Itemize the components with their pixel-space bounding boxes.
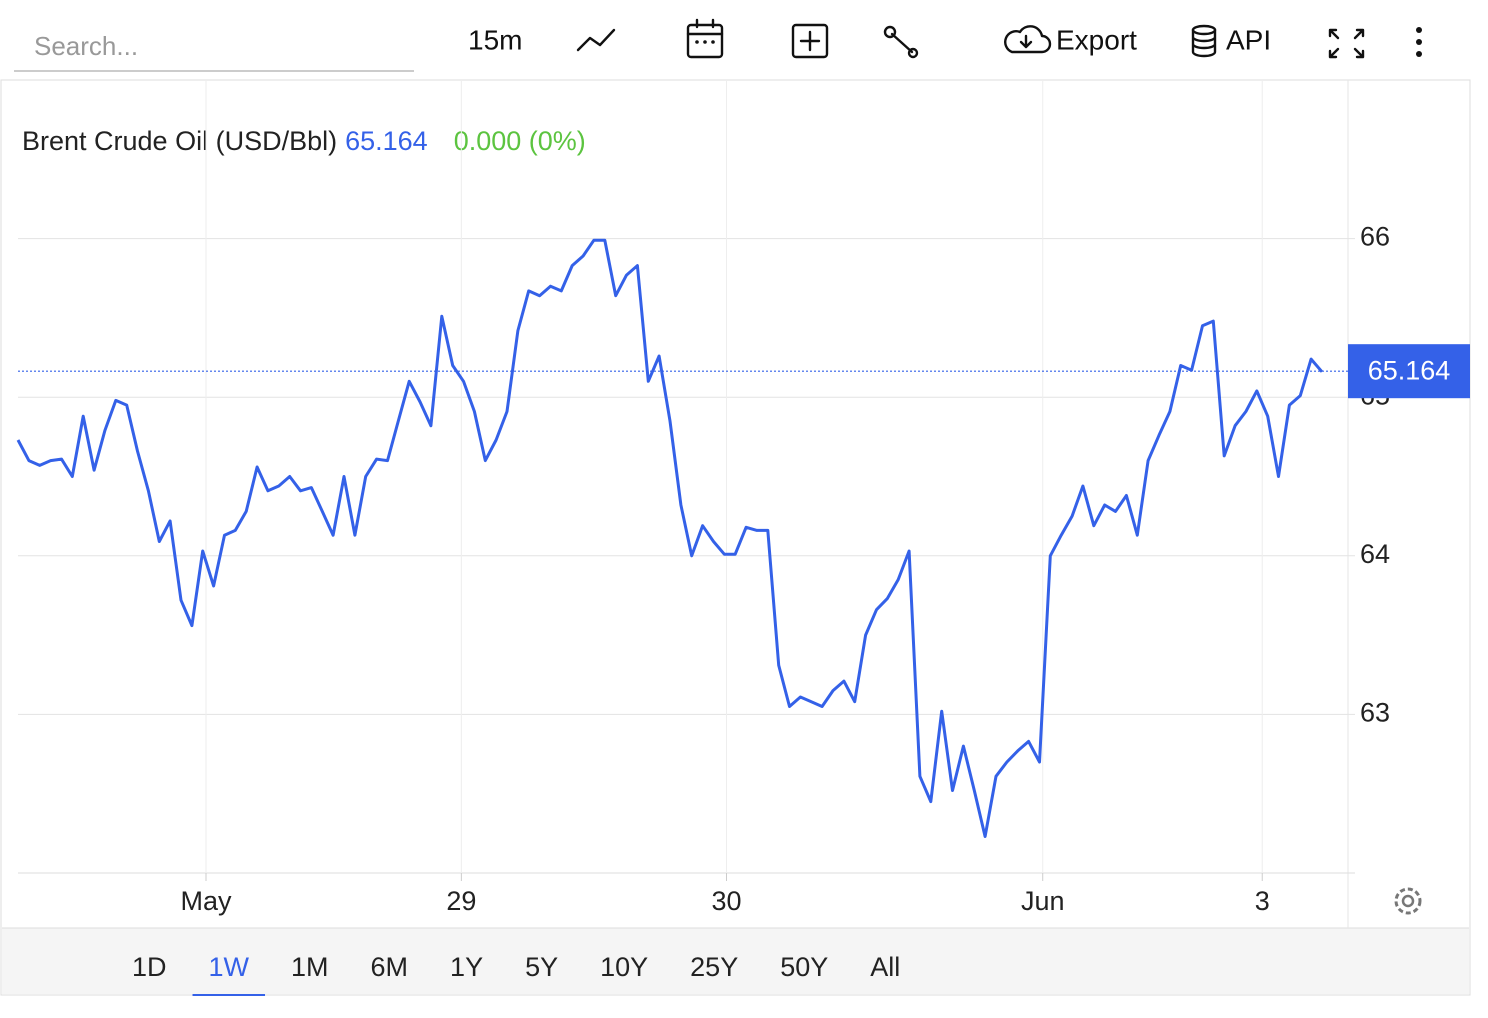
range-button[interactable]: 5Y: [525, 952, 558, 982]
y-tick-label: 63: [1360, 698, 1390, 728]
more-menu-icon[interactable]: [1416, 27, 1422, 57]
add-icon[interactable]: [791, 23, 829, 59]
x-tick-label: Jun: [1021, 886, 1065, 916]
x-tick-label: 3: [1255, 886, 1270, 916]
y-tick-label: 66: [1360, 222, 1390, 252]
last-price-tag: [1348, 344, 1470, 399]
range-button[interactable]: 1Y: [450, 952, 483, 982]
range-button[interactable]: All: [870, 952, 900, 982]
search-input[interactable]: Search...: [34, 31, 138, 61]
range-button[interactable]: 1D: [132, 952, 167, 982]
range-bar: [2, 928, 1469, 994]
x-tick-label: 30: [711, 886, 741, 916]
chart-title: Brent Crude Oil (USD/Bbl): [22, 126, 337, 156]
price-change: 0.000 (0%): [454, 126, 586, 156]
legend: Brent Crude Oil (USD/Bbl) 65.164 0.000 (0%…: [22, 126, 586, 156]
price-line: [16, 238, 1324, 838]
range-button[interactable]: 25Y: [690, 952, 738, 982]
fullscreen-icon[interactable]: [1328, 28, 1365, 59]
chart-type-icon[interactable]: [576, 28, 616, 52]
last-price-tag-label: 65.164: [1368, 355, 1451, 385]
last-price: 65.164: [345, 126, 428, 156]
range-button[interactable]: 10Y: [600, 952, 648, 982]
x-tick-label: 29: [446, 886, 476, 916]
range-button[interactable]: 6M: [371, 952, 409, 982]
gear-icon[interactable]: [1394, 887, 1422, 915]
range-button[interactable]: 1M: [291, 952, 329, 982]
calendar-icon[interactable]: [686, 18, 724, 59]
api-icon[interactable]: [1191, 24, 1217, 58]
api-button[interactable]: API: [1226, 24, 1271, 55]
settings-wrench-icon[interactable]: [883, 25, 919, 59]
interval-button[interactable]: 15m: [468, 24, 522, 55]
x-tick-label: May: [180, 886, 232, 916]
chart-frame: [0, 79, 1471, 996]
range-button[interactable]: 50Y: [780, 952, 828, 982]
range-button[interactable]: 1W: [209, 952, 250, 982]
export-button[interactable]: Export: [1056, 24, 1137, 55]
y-tick-label: 64: [1360, 539, 1390, 569]
export-icon[interactable]: [1004, 25, 1052, 54]
